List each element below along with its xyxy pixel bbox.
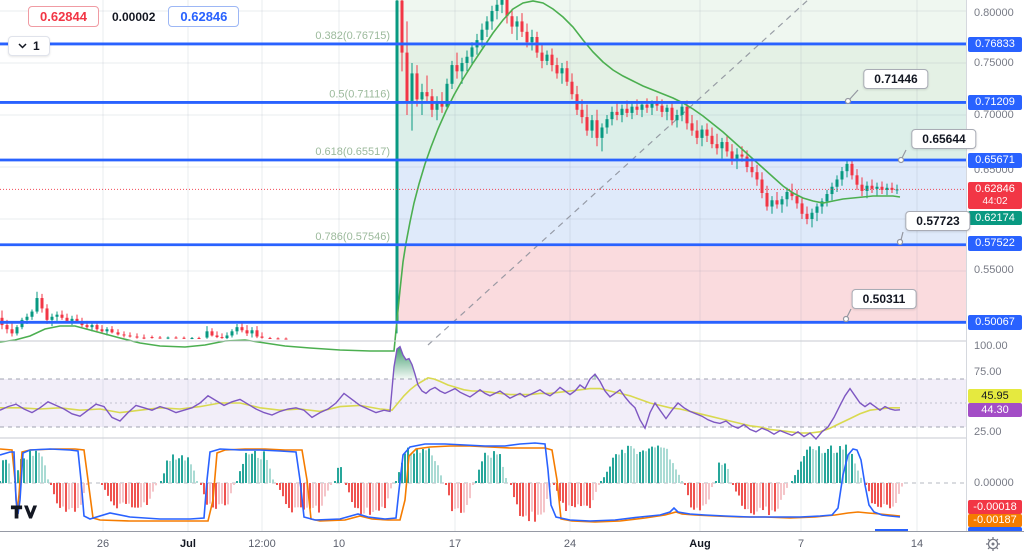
sell-price-button[interactable]: 0.62844: [28, 6, 99, 27]
price-axis-badge: 45.95: [968, 389, 1022, 403]
last-price-badge: 0.62846 44:02: [968, 182, 1022, 209]
macd-pane: [0, 442, 966, 523]
rsi-pane: [0, 345, 966, 441]
order-ticket: 0.62844 0.00002 0.62846: [28, 6, 240, 27]
pane-separators: [0, 340, 1024, 532]
time-axis-label: 26: [96, 538, 110, 550]
price-axis-label: 25.00: [974, 426, 1002, 438]
chart-count-selector[interactable]: 1: [8, 36, 50, 56]
price-axis-badge: [968, 527, 1022, 532]
price-axis-badge: 44.30: [968, 403, 1022, 417]
time-axis-label: 24: [563, 538, 577, 550]
countdown-label: 44:02: [982, 196, 1008, 207]
price-axis[interactable]: 0.80000 0.75000 0.70000 0.65000 0.55000 100.0…: [966, 0, 1024, 532]
gridlines: [0, 0, 966, 531]
price-axis-badge: 0.50067: [968, 315, 1022, 330]
svg-text:0.618(0.65517): 0.618(0.65517): [315, 146, 390, 158]
price-axis-badge: 0.65671: [968, 153, 1022, 168]
price-axis-badge: 0.62174: [968, 211, 1022, 225]
price-axis-label: 75.00: [974, 366, 1002, 378]
price-axis-badge: 0.76833: [968, 37, 1022, 52]
time-axis[interactable]: 26 Jul 12:00 10 17 24 Aug 7 14: [0, 531, 1024, 556]
price-axis-label: 0.75000: [974, 57, 1014, 69]
time-axis-label: Jul: [180, 538, 196, 550]
price-callout[interactable]: 0.50311: [851, 289, 917, 309]
price-axis-badge: 0.71209: [968, 95, 1022, 110]
chart-count-label: 1: [33, 39, 40, 53]
tradingview-logo[interactable]: [10, 503, 38, 521]
price-axis-label: 0.00000: [974, 477, 1014, 489]
chevron-down-icon: [18, 43, 27, 49]
svg-text:0.5(0.71116): 0.5(0.71116): [329, 88, 390, 100]
time-axis-label: 17: [448, 538, 462, 550]
buy-price-button[interactable]: 0.62846: [168, 6, 240, 27]
price-callout[interactable]: 0.71446: [863, 69, 929, 89]
svg-text:0.786(0.57546): 0.786(0.57546): [315, 231, 390, 243]
ma-line: [0, 0, 901, 352]
svg-text:0.382(0.76715): 0.382(0.76715): [315, 30, 390, 42]
time-axis-label: 14: [910, 538, 924, 550]
price-callout[interactable]: 0.57723: [905, 211, 971, 231]
trendline-dashed: [427, 0, 809, 346]
price-axis-label: 0.80000: [974, 7, 1014, 19]
time-axis-label: 7: [797, 538, 805, 550]
price-axis-label: 0.55000: [974, 264, 1014, 276]
price-axis-badge: -0.00018: [968, 500, 1022, 514]
spread-label: 0.00002: [112, 9, 156, 24]
price-axis-label: 100.00: [974, 340, 1008, 352]
price-axis-label: 0.70000: [974, 109, 1014, 121]
time-axis-label: 10: [332, 538, 346, 550]
fib-lines: 0.382(0.76715) 0.5(0.71116) 0.618(0.65517)…: [0, 30, 966, 324]
time-axis-label: 12:00: [248, 538, 276, 550]
gear-icon[interactable]: [985, 536, 1001, 552]
callout-tails: [842, 89, 907, 323]
time-axis-label: Aug: [689, 538, 711, 550]
price-axis-badge: -0.00187: [968, 514, 1022, 527]
price-axis-badge: 0.57522: [968, 236, 1022, 251]
price-callout[interactable]: 0.65644: [911, 129, 977, 149]
